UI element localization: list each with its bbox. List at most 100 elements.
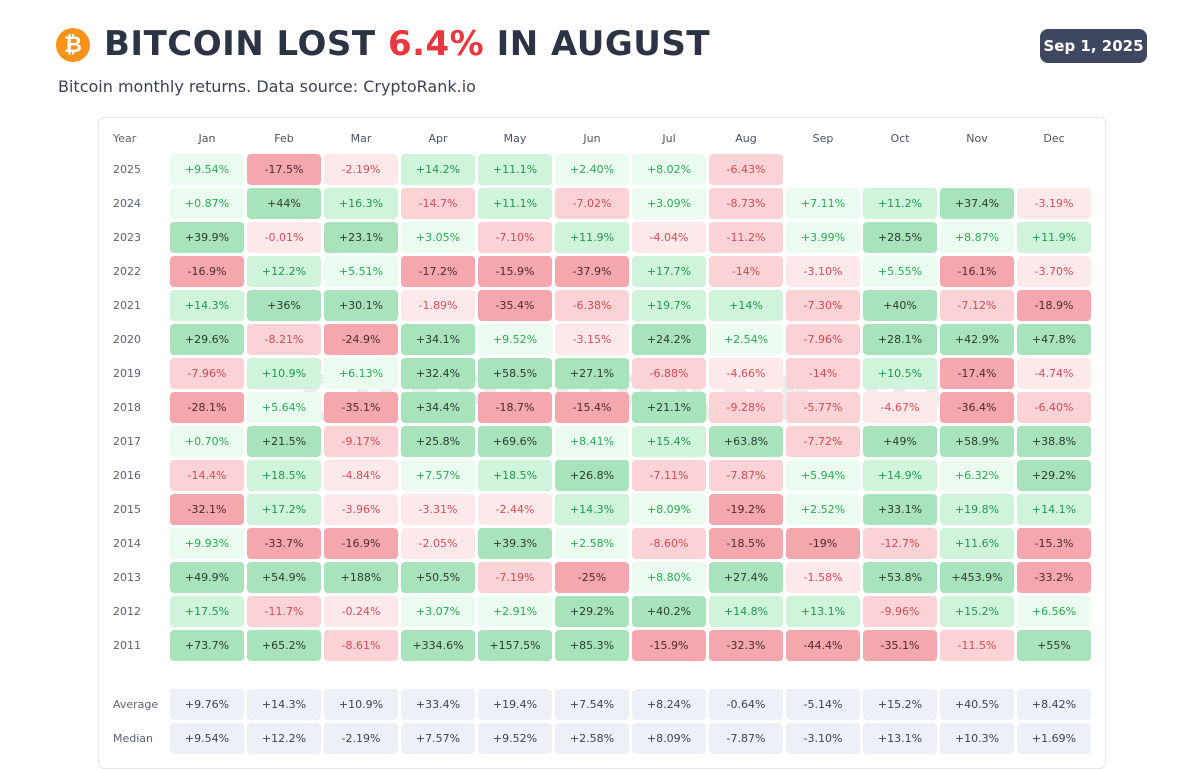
- summary-cell-average-oct: +15.2%: [863, 689, 937, 720]
- return-cell-2022-dec: -3.70%: [1017, 256, 1091, 287]
- title-suffix: IN AUGUST: [484, 24, 711, 64]
- return-cell-2025-mar: -2.19%: [324, 154, 398, 185]
- return-cell-2017-aug: +63.8%: [709, 426, 783, 457]
- return-cell-2020-mar: -24.9%: [324, 324, 398, 355]
- return-cell-2025-feb: -17.5%: [247, 154, 321, 185]
- return-cell-2024-aug: -8.73%: [709, 188, 783, 219]
- return-cell-2017-feb: +21.5%: [247, 426, 321, 457]
- return-cell-2015-sep: +2.52%: [786, 494, 860, 525]
- return-cell-2016-dec: +29.2%: [1017, 460, 1091, 491]
- year-row-2018: 2018 -28.1% +5.64% -35.1% +34.4% -18.7% -15.4%…: [111, 392, 1091, 423]
- return-cell-2017-mar: -9.17%: [324, 426, 398, 457]
- summary-cell-median-feb: +12.2%: [247, 723, 321, 754]
- summary-cell-median-dec: +1.69%: [1017, 723, 1091, 754]
- return-cell-2012-jul: +40.2%: [632, 596, 706, 627]
- summary-cell-median-jun: +2.58%: [555, 723, 629, 754]
- return-cell-2023-oct: +28.5%: [863, 222, 937, 253]
- return-cell-2011-jun: +85.3%: [555, 630, 629, 661]
- bitcoin-logo-icon: ₿: [56, 28, 90, 62]
- return-cell-2016-oct: +14.9%: [863, 460, 937, 491]
- return-cell-2020-aug: +2.54%: [709, 324, 783, 355]
- return-cell-2018-sep: -5.77%: [786, 392, 860, 423]
- return-cell-2014-aug: -18.5%: [709, 528, 783, 559]
- return-cell-2011-may: +157.5%: [478, 630, 552, 661]
- return-cell-2014-jul: -8.60%: [632, 528, 706, 559]
- return-cell-2016-jun: +26.8%: [555, 460, 629, 491]
- return-cell-2012-aug: +14.8%: [709, 596, 783, 627]
- return-cell-2025-oct: [863, 154, 937, 185]
- return-cell-2011-oct: -35.1%: [863, 630, 937, 661]
- return-cell-2019-dec: -4.74%: [1017, 358, 1091, 389]
- summary-cell-average-sep: -5.14%: [786, 689, 860, 720]
- year-label: 2016: [113, 469, 141, 482]
- summary-row-median: Median +9.54% +12.2% -2.19% +7.57% +9.52% +2.5…: [111, 723, 1091, 754]
- return-cell-2012-apr: +3.07%: [401, 596, 475, 627]
- return-cell-2014-nov: +11.6%: [940, 528, 1014, 559]
- year-row-2023: 2023 +39.9% -0.01% +23.1% +3.05% -7.10% +11.9%…: [111, 222, 1091, 253]
- return-cell-2025-aug: -6.43%: [709, 154, 783, 185]
- returns-heatmap: Year Jan Feb Mar Apr May Jun Jul Aug Sep Oct Nov De…: [108, 122, 1094, 757]
- summary-cell-average-may: +19.4%: [478, 689, 552, 720]
- return-cell-2016-jul: -7.11%: [632, 460, 706, 491]
- return-cell-2012-may: +2.91%: [478, 596, 552, 627]
- year-row-2017: 2017 +0.70% +21.5% -9.17% +25.8% +69.6% +8.41%…: [111, 426, 1091, 457]
- year-row-2019: 2019 -7.96% +10.9% +6.13% +32.4% +58.5% +27.1%…: [111, 358, 1091, 389]
- return-cell-2016-may: +18.5%: [478, 460, 552, 491]
- return-cell-2025-dec: [1017, 154, 1091, 185]
- summary-cell-average-jan: +9.76%: [170, 689, 244, 720]
- return-cell-2024-jan: +0.87%: [170, 188, 244, 219]
- return-cell-2011-jan: +73.7%: [170, 630, 244, 661]
- return-cell-2013-apr: +50.5%: [401, 562, 475, 593]
- return-cell-2021-apr: -1.89%: [401, 290, 475, 321]
- return-cell-2016-aug: -7.87%: [709, 460, 783, 491]
- return-cell-2013-nov: +453.9%: [940, 562, 1014, 593]
- year-label: 2015: [113, 503, 141, 516]
- return-cell-2019-mar: +6.13%: [324, 358, 398, 389]
- year-label: 2022: [113, 265, 141, 278]
- return-cell-2015-feb: +17.2%: [247, 494, 321, 525]
- return-cell-2020-may: +9.52%: [478, 324, 552, 355]
- year-label: 2014: [113, 537, 141, 550]
- summary-cell-median-may: +9.52%: [478, 723, 552, 754]
- return-cell-2021-nov: -7.12%: [940, 290, 1014, 321]
- return-cell-2012-jun: +29.2%: [555, 596, 629, 627]
- return-cell-2023-nov: +8.87%: [940, 222, 1014, 253]
- return-cell-2018-nov: -36.4%: [940, 392, 1014, 423]
- year-row-2013: 2013 +49.9% +54.9% +188% +50.5% -7.19% -25% +8.…: [111, 562, 1091, 593]
- return-cell-2022-mar: +5.51%: [324, 256, 398, 287]
- return-cell-2018-apr: +34.4%: [401, 392, 475, 423]
- return-cell-2014-jun: +2.58%: [555, 528, 629, 559]
- return-cell-2018-jul: +21.1%: [632, 392, 706, 423]
- year-label: 2017: [113, 435, 141, 448]
- return-cell-2017-sep: -7.72%: [786, 426, 860, 457]
- header-row: Year Jan Feb Mar Apr May Jun Jul Aug Sep Oct Nov De…: [111, 125, 1091, 151]
- return-cell-2016-nov: +6.32%: [940, 460, 1014, 491]
- return-cell-2013-sep: -1.58%: [786, 562, 860, 593]
- month-header-nov: Nov: [966, 131, 988, 145]
- return-cell-2023-jan: +39.9%: [170, 222, 244, 253]
- return-cell-2023-aug: -11.2%: [709, 222, 783, 253]
- return-cell-2022-sep: -3.10%: [786, 256, 860, 287]
- month-header-feb: Feb: [274, 131, 294, 145]
- return-cell-2017-jul: +15.4%: [632, 426, 706, 457]
- return-cell-2025-jun: +2.40%: [555, 154, 629, 185]
- month-header-jun: Jun: [583, 131, 601, 145]
- return-cell-2020-jul: +24.2%: [632, 324, 706, 355]
- return-cell-2019-jul: -6.88%: [632, 358, 706, 389]
- year-label: 2019: [113, 367, 141, 380]
- year-row-2015: 2015 -32.1% +17.2% -3.96% -3.31% -2.44% +14.3%…: [111, 494, 1091, 525]
- return-cell-2014-oct: -12.7%: [863, 528, 937, 559]
- return-cell-2013-aug: +27.4%: [709, 562, 783, 593]
- return-cell-2025-sep: [786, 154, 860, 185]
- year-row-2022: 2022 -16.9% +12.2% +5.51% -17.2% -15.9% -37.9%…: [111, 256, 1091, 287]
- return-cell-2015-jul: +8.09%: [632, 494, 706, 525]
- return-cell-2022-jun: -37.9%: [555, 256, 629, 287]
- return-cell-2020-apr: +34.1%: [401, 324, 475, 355]
- return-cell-2020-jun: -3.15%: [555, 324, 629, 355]
- return-cell-2023-jun: +11.9%: [555, 222, 629, 253]
- return-cell-2013-oct: +53.8%: [863, 562, 937, 593]
- return-cell-2017-jun: +8.41%: [555, 426, 629, 457]
- return-cell-2017-nov: +58.9%: [940, 426, 1014, 457]
- return-cell-2024-sep: +7.11%: [786, 188, 860, 219]
- return-cell-2018-may: -18.7%: [478, 392, 552, 423]
